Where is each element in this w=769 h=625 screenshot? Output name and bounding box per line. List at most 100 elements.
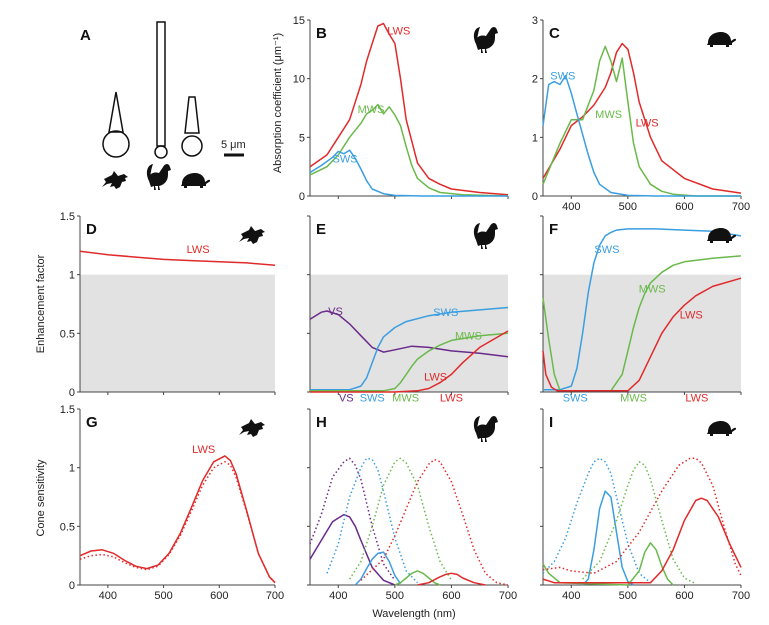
y-axis-title-absorption: Absorption coefficient (μm⁻¹) — [272, 33, 284, 173]
turtle-silhouette-icon — [707, 228, 737, 243]
x-axis-title-wavelength: Wavelength (nm) — [372, 608, 455, 620]
series-line-lws-solid — [79, 455, 276, 584]
series-line-lws-solid — [79, 250, 276, 267]
x-tick-label: 600 — [675, 201, 693, 213]
series-line-sws-solid — [543, 228, 742, 391]
panel-letter-f: F — [549, 221, 558, 238]
series-line-vs-solid — [309, 310, 509, 358]
x-tick-label: 400 — [329, 590, 347, 602]
series-label-lws: LWS — [680, 310, 703, 322]
y-tick-label: 1.5 — [60, 211, 75, 223]
series-label-sws: SWS — [563, 392, 588, 404]
x-tick-label: 700 — [732, 590, 750, 602]
y-tick-label: 2 — [532, 74, 538, 86]
x-tick-label: 500 — [386, 590, 404, 602]
series-line-sws-solid — [582, 490, 634, 586]
x-tick-label: 400 — [562, 590, 580, 602]
series-line-sws-solid — [310, 306, 509, 391]
x-tick-label: 600 — [210, 590, 228, 602]
budgerigar-silhouette-icon — [239, 226, 265, 244]
panel-a: A 5 μm — [80, 21, 246, 190]
series-line-sws-solid — [309, 149, 508, 197]
x-tick-label: 500 — [619, 590, 637, 602]
enhancement-shade-region — [310, 274, 508, 392]
series-line-mws-solid — [542, 542, 674, 586]
series-label-mws: MWS — [455, 331, 482, 343]
series-line-lws-dotted — [542, 457, 742, 576]
x-tick-label: 600 — [675, 590, 693, 602]
series-label-lws: LWS — [192, 444, 215, 456]
panel-e: VS SWS MWS LWS E — [307, 215, 509, 395]
series-line-mws-solid — [309, 103, 509, 197]
y-tick-label: 0.5 — [60, 521, 75, 533]
series-label-lws: LWS — [187, 244, 210, 256]
series-line-lws-solid — [310, 330, 509, 393]
chicken-silhouette-icon — [146, 164, 171, 190]
cone-schematic-chicken — [154, 21, 168, 159]
x-tick-label: 400 — [99, 590, 117, 602]
panel-letter-e: E — [316, 221, 326, 238]
chicken-silhouette-icon — [473, 223, 498, 249]
y-tick-label: 0.5 — [60, 328, 75, 340]
series-label-sws: SWS — [433, 307, 458, 319]
series-label-lws: LWS — [685, 392, 708, 404]
y-axis-title-sensitivity: Cone sensitivity — [35, 459, 47, 537]
series-label-sws: SWS — [333, 153, 358, 165]
panel-b: 0 5 10 15 LWS MWS SWS B — [293, 15, 509, 203]
series-line-lws-solid — [417, 572, 486, 586]
enhancement-shade-region — [80, 274, 275, 392]
cone-schematic-budgerigar — [102, 91, 130, 158]
budgerigar-silhouette-icon — [102, 171, 128, 189]
y-axis-title-enhancement: Enhancement factor — [35, 254, 47, 353]
x-tick-label: 500 — [154, 590, 172, 602]
series-label-lws: LWS — [424, 372, 447, 384]
series-line-sws-dotted — [326, 457, 419, 584]
chicken-silhouette-icon — [473, 416, 498, 442]
series-line-vs-solid — [309, 513, 396, 586]
series-line-lws-solid — [542, 497, 742, 584]
turtle-silhouette-icon — [181, 173, 211, 188]
budgerigar-silhouette-icon — [239, 419, 265, 437]
scale-bar-label: 5 μm — [221, 139, 246, 151]
turtle-silhouette-icon — [707, 421, 737, 436]
y-tick-label: 15 — [293, 15, 305, 27]
panel-g: 0 0.5 1 1.5 400 500 600 700 LWS G — [60, 404, 284, 602]
panel-letter-c: C — [549, 25, 560, 42]
series-label-lws: LWS — [387, 26, 410, 38]
chicken-silhouette-icon — [473, 27, 498, 53]
series-label-mws: MWS — [392, 392, 419, 404]
series-label-mws: MWS — [358, 104, 385, 116]
panel-letter-g: G — [86, 414, 98, 431]
x-tick-label: 400 — [562, 201, 580, 213]
y-tick-label: 1 — [532, 132, 538, 144]
panel-c: 0 1 2 3 400 500 600 700 SWS MWS LWS C — [532, 15, 750, 213]
turtle-silhouette-icon — [707, 32, 737, 47]
series-label-mws: MWS — [595, 109, 622, 121]
series-label-lws: LWS — [440, 392, 463, 404]
y-tick-label: 10 — [293, 74, 305, 86]
y-tick-label: 0 — [299, 191, 305, 203]
panel-letter-d: D — [86, 221, 97, 238]
series-line-vs-dotted — [309, 457, 396, 581]
panel-h: 400 500 600 700 VS SWS MWS LWS H — [307, 392, 517, 602]
y-tick-label: 1.5 — [60, 404, 75, 416]
series-line-sws-solid — [542, 74, 741, 197]
series-label-mws: MWS — [620, 392, 647, 404]
panel-letter-a: A — [80, 27, 91, 44]
series-label-sws: SWS — [594, 244, 619, 256]
series-line-mws-solid — [310, 332, 509, 392]
series-line-lws-dotted — [360, 458, 509, 586]
x-tick-label: 600 — [442, 590, 460, 602]
cone-schematic-turtle — [181, 96, 203, 157]
panel-letter-b: B — [316, 25, 327, 42]
x-tick-label: 700 — [266, 590, 284, 602]
y-tick-label: 1 — [69, 463, 75, 475]
series-label-vs: VS — [328, 306, 343, 318]
panel-f: SWS MWS LWS F — [540, 215, 742, 395]
series-line-lws-dotted--dotted — [79, 461, 276, 584]
series-line-mws-solid — [394, 570, 441, 586]
panel-letter-h: H — [316, 414, 327, 431]
series-line-mws-solid — [542, 45, 741, 197]
